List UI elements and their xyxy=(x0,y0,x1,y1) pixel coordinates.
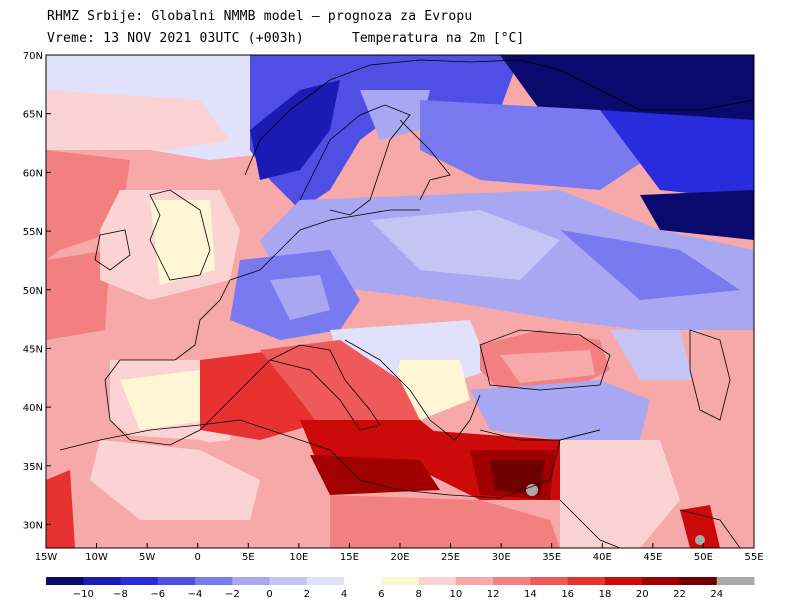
lon-label: 0 xyxy=(195,552,201,563)
longitude-axis: 15W 10W 5W 0 5E 10E 15E 20E 25E 30E 35E 40E 45E 50E 55… xyxy=(35,543,764,563)
colorbar-swatch xyxy=(381,577,420,585)
lon-label: 30E xyxy=(492,552,511,563)
colorbar-swatch xyxy=(195,577,233,585)
temperature-field xyxy=(46,55,754,548)
colorbar-swatch xyxy=(269,577,308,585)
lat-label: 50N xyxy=(23,286,43,297)
latitude-axis: 70N 65N 60N 55N 50N 45N 40N 35N 30N xyxy=(23,51,51,532)
lon-label: 50E xyxy=(694,552,713,563)
lon-label: 35E xyxy=(542,552,561,563)
lon-label: 25E xyxy=(441,552,460,563)
colorbar-label: 10 xyxy=(450,589,463,600)
lat-label: 40N xyxy=(23,403,43,414)
lon-label: 40E xyxy=(593,552,612,563)
colorbar-label: −4 xyxy=(188,589,203,600)
colorbar-swatch xyxy=(83,577,122,585)
colorbar-label: 0 xyxy=(266,589,272,600)
colorbar-label: 4 xyxy=(341,589,347,600)
colorbar-swatch xyxy=(455,577,494,585)
colorbar-label: 18 xyxy=(599,589,612,600)
colorbar-label: 16 xyxy=(561,589,574,600)
colorbar-swatch xyxy=(604,577,643,585)
lat-label: 35N xyxy=(23,462,43,473)
colorbar-label: 20 xyxy=(636,589,649,600)
colorbar-label: 2 xyxy=(304,589,310,600)
colorbar-swatch xyxy=(530,577,569,585)
lon-label: 20E xyxy=(390,552,409,563)
lon-label: 55E xyxy=(744,552,763,563)
colorbar-swatch xyxy=(493,577,531,585)
lon-label: 10E xyxy=(289,552,308,563)
lat-label: 55N xyxy=(23,227,43,238)
lat-label: 45N xyxy=(23,344,43,355)
colorbar-label: 12 xyxy=(487,589,500,600)
colorbar-legend: −10 −8 −6 −4 −2 0 2 4 6 8 10 12 14 16 18 20 22 24 xyxy=(46,577,755,600)
forecast-time: Vreme: 13 NOV 2021 03UTC (+003h) xyxy=(47,31,304,46)
colorbar-label: −2 xyxy=(225,589,240,600)
coastlines xyxy=(59,59,754,548)
colorbar-label: 14 xyxy=(524,589,537,600)
colorbar-swatch xyxy=(232,577,271,585)
page-title: RHMZ Srbije: Globalni NMMB model — progn… xyxy=(47,9,473,24)
colorbar-swatch xyxy=(567,577,606,585)
colorbar-swatch xyxy=(642,577,680,585)
colorbar-swatch xyxy=(716,577,755,585)
colorbar-swatch xyxy=(344,577,382,585)
colorbar-swatch xyxy=(46,577,84,585)
colorbar-swatch xyxy=(157,577,196,585)
lat-label: 30N xyxy=(23,521,43,532)
colorbar-label: −10 xyxy=(73,589,94,600)
lat-label: 60N xyxy=(23,168,43,179)
lon-label: 5E xyxy=(242,552,255,563)
variable-title: Temperatura na 2m [°C] xyxy=(352,31,525,46)
colorbar-swatch xyxy=(418,577,457,585)
lat-label: 70N xyxy=(23,51,43,62)
colorbar-label: 22 xyxy=(673,589,686,600)
colorbar-label: −8 xyxy=(113,589,128,600)
lon-label: 10W xyxy=(85,552,108,563)
lon-label: 15W xyxy=(35,552,58,563)
colorbar-swatch xyxy=(679,577,718,585)
lon-label: 15E xyxy=(340,552,359,563)
colorbar-label: 24 xyxy=(710,589,723,600)
colorbar-label: 6 xyxy=(378,589,384,600)
lon-label: 5W xyxy=(139,552,155,563)
colorbar-swatch xyxy=(306,577,345,585)
lon-label: 45E xyxy=(643,552,662,563)
lat-label: 65N xyxy=(23,110,43,121)
colorbar-label: −6 xyxy=(150,589,165,600)
colorbar-swatch xyxy=(120,577,159,585)
colorbar-label: 8 xyxy=(415,589,421,600)
